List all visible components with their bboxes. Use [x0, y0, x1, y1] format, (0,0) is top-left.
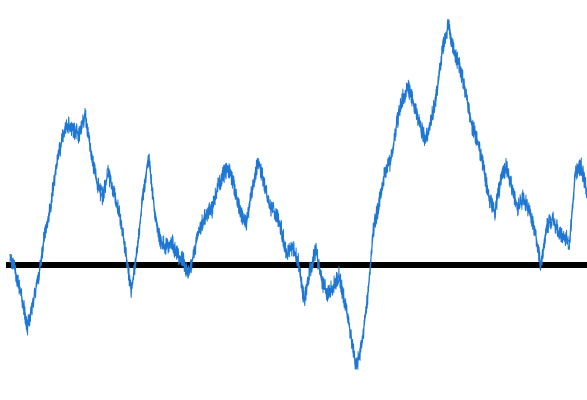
series-line: [9, 25, 587, 370]
series-line-noise: [9, 18, 587, 370]
